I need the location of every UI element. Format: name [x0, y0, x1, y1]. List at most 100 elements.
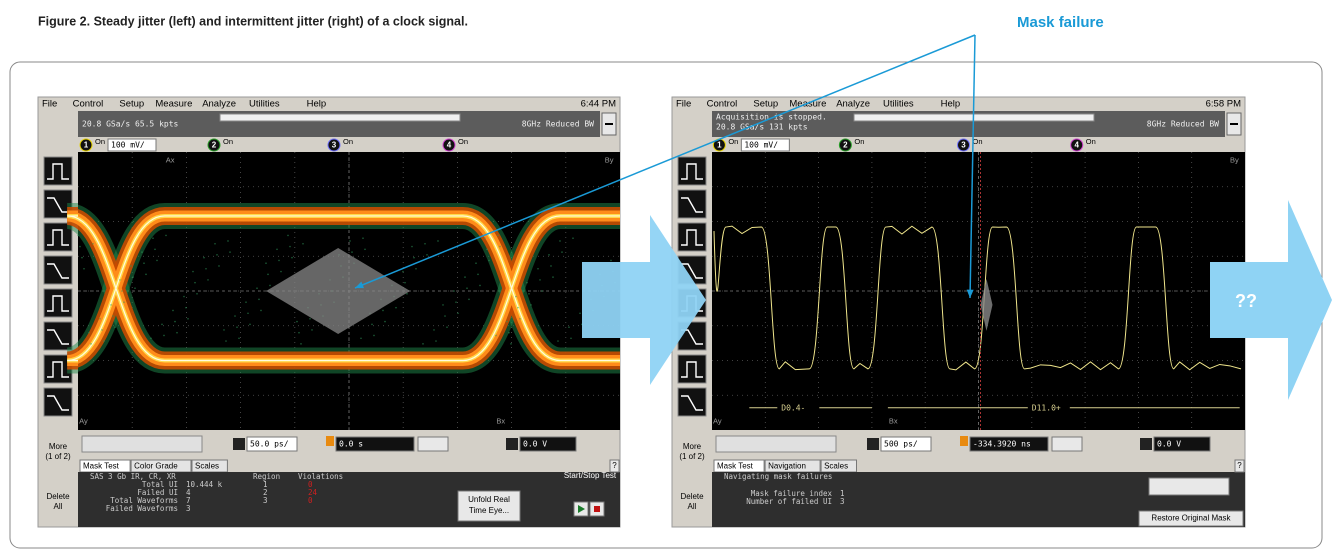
noise-dot — [265, 262, 267, 265]
status-line: 20.8 GSa/s 131 kpts — [716, 123, 808, 132]
side-button-label: More — [683, 442, 702, 451]
timebase: 500 ps/ — [884, 440, 918, 449]
menu-item: Setup — [119, 99, 144, 110]
noise-dot — [276, 248, 278, 251]
table-cell: 0 — [308, 496, 313, 505]
noise-dot — [77, 234, 79, 237]
trigger-icon[interactable] — [677, 156, 707, 186]
channel-scale: 100 mV/ — [744, 141, 778, 150]
noise-dot — [497, 234, 499, 237]
acquisition-bar — [219, 113, 461, 122]
channel-badge[interactable] — [838, 138, 852, 152]
noise-dot — [103, 340, 105, 342]
channel-state: On — [973, 137, 983, 146]
trigger-icon[interactable] — [43, 387, 73, 417]
noise-dot — [218, 265, 220, 267]
noise-dot — [506, 320, 508, 323]
trigger-icon[interactable] — [43, 156, 73, 186]
noise-dot — [486, 248, 488, 251]
eye-trace — [67, 215, 620, 362]
noise-dot — [192, 270, 194, 273]
noise-dot — [187, 318, 189, 320]
restore-button-label: Restore Original Mask — [1151, 514, 1231, 523]
noise-dot — [488, 259, 490, 262]
channel-scale-box[interactable] — [740, 138, 790, 152]
noise-dot — [517, 306, 519, 309]
tab-label: Scales — [195, 462, 219, 471]
delay-icon — [326, 436, 334, 446]
noise-dot — [90, 343, 92, 345]
noise-dot — [468, 298, 470, 301]
help-button[interactable] — [609, 459, 620, 473]
channel-badge[interactable] — [442, 138, 456, 152]
trigger-level-box[interactable] — [1153, 436, 1211, 452]
unfold-button[interactable] — [457, 490, 521, 522]
noise-dot — [552, 276, 554, 278]
menu-item: Analyze — [202, 99, 236, 110]
noise-dot — [510, 343, 512, 345]
channel-badge[interactable] — [79, 138, 93, 152]
delay-box[interactable] — [335, 436, 415, 452]
noise-dot — [579, 312, 581, 315]
info-stat-value: 10.444 k — [186, 480, 223, 489]
channel-number: 2 — [843, 141, 848, 150]
marker-label: Ay — [713, 417, 722, 426]
timebase-box[interactable] — [246, 436, 298, 452]
channel-badge[interactable] — [1070, 138, 1084, 152]
noise-dot — [466, 287, 468, 290]
channel-badge[interactable] — [207, 138, 221, 152]
help-button[interactable] — [1234, 459, 1245, 473]
nav-controls[interactable] — [81, 435, 203, 453]
noise-dot — [119, 279, 121, 281]
trigger-glyph — [47, 229, 69, 246]
info-stat-value: 4 — [186, 488, 191, 497]
callout-label: Mask failure — [1017, 14, 1104, 31]
restore-button[interactable] — [1138, 510, 1244, 527]
trigger-glyph — [47, 163, 69, 180]
mask-failure-region — [980, 278, 993, 331]
delay-stepper[interactable] — [417, 436, 449, 452]
noise-dot — [311, 329, 313, 331]
noise-dot — [92, 242, 94, 245]
noise-dot — [610, 259, 612, 262]
noise-dot — [351, 251, 353, 253]
trigger-icon[interactable] — [677, 354, 707, 384]
unfold-button-label: Unfold Real — [468, 495, 510, 504]
delay-box[interactable] — [969, 436, 1049, 452]
marker-label: Bx — [889, 417, 898, 426]
side-button-label: (1 of 2) — [45, 452, 71, 461]
channel-number: 1 — [717, 141, 722, 150]
noise-dot — [515, 295, 517, 298]
marker-label: Bx — [496, 417, 505, 426]
bus-label: D11.0+ — [1032, 403, 1061, 412]
nav-buttons[interactable] — [1148, 477, 1230, 496]
trigger-level-box[interactable] — [519, 436, 577, 452]
trigger-icon[interactable] — [43, 288, 73, 318]
waveform-trace — [713, 225, 1242, 371]
tab-label: Mask Test — [83, 462, 120, 471]
noise-dot — [280, 270, 282, 273]
noise-dot — [249, 323, 251, 326]
noise-dot — [130, 265, 132, 267]
channel-number: 3 — [961, 141, 966, 150]
noise-dot — [570, 337, 572, 340]
mask-region — [266, 248, 411, 334]
timebase-box[interactable] — [880, 436, 932, 452]
menu-item: Utilities — [249, 99, 280, 110]
noise-dot — [141, 251, 143, 253]
noise-dot — [360, 337, 362, 340]
channel-badge[interactable] — [957, 138, 971, 152]
table-cell: 24 — [308, 488, 318, 497]
channel-number: 3 — [332, 141, 337, 150]
nav-controls[interactable] — [715, 435, 837, 453]
channel-scale-box[interactable] — [107, 138, 157, 152]
noise-dot — [150, 337, 152, 340]
noise-dot — [83, 267, 85, 270]
noise-dot — [484, 237, 486, 239]
timebase-icon — [233, 438, 245, 450]
noise-dot — [296, 320, 298, 323]
delay-stepper[interactable] — [1051, 436, 1083, 452]
channel-badge[interactable] — [327, 138, 341, 152]
trigger-icon[interactable] — [677, 222, 707, 252]
noise-dot — [479, 284, 481, 287]
